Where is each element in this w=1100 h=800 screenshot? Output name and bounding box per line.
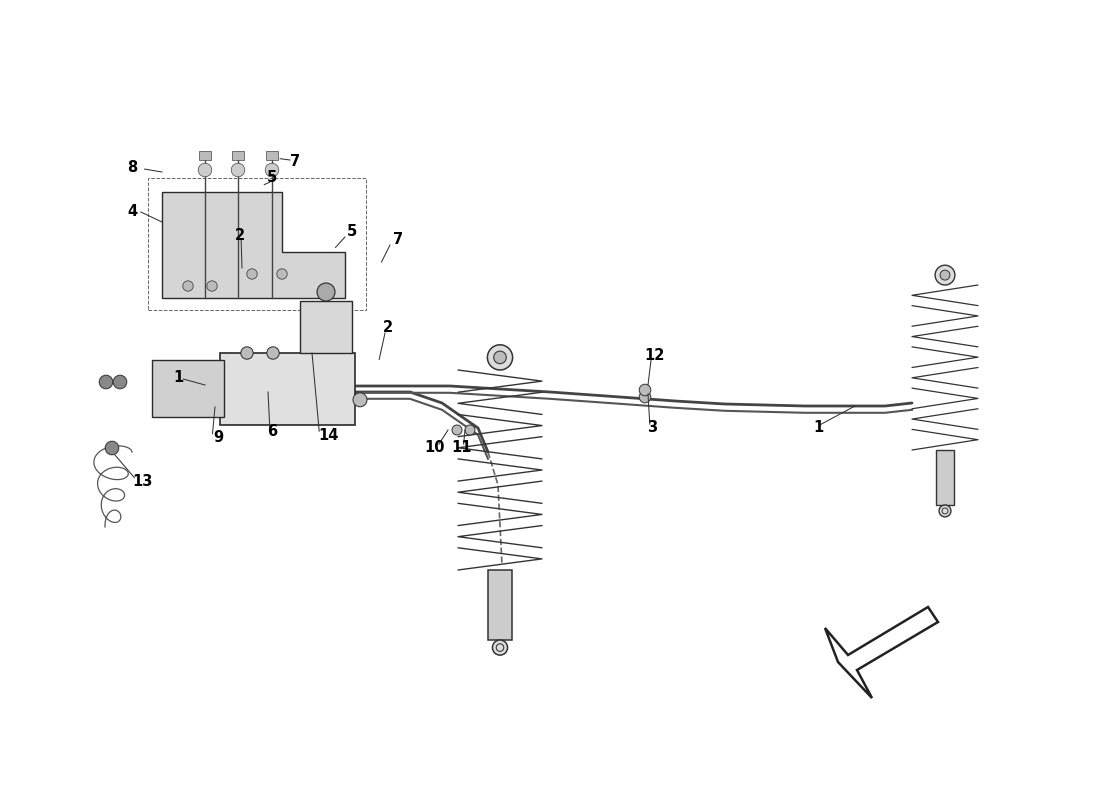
Circle shape xyxy=(113,375,127,389)
Text: 3: 3 xyxy=(647,421,657,435)
Circle shape xyxy=(241,347,253,359)
Text: 12: 12 xyxy=(645,347,665,362)
Circle shape xyxy=(494,351,506,364)
Text: 5: 5 xyxy=(267,170,277,186)
Circle shape xyxy=(940,270,950,280)
Circle shape xyxy=(198,163,212,177)
Circle shape xyxy=(277,269,287,279)
Bar xyxy=(266,151,278,160)
Circle shape xyxy=(265,163,278,177)
Circle shape xyxy=(183,281,194,291)
Bar xyxy=(148,178,366,310)
Bar xyxy=(232,151,244,160)
Circle shape xyxy=(99,375,113,389)
Bar xyxy=(488,570,512,640)
Circle shape xyxy=(207,281,217,291)
Text: 5: 5 xyxy=(346,225,358,239)
Bar xyxy=(936,450,954,505)
Circle shape xyxy=(493,640,507,655)
Text: 13: 13 xyxy=(132,474,152,490)
Circle shape xyxy=(939,505,950,517)
Circle shape xyxy=(231,163,245,177)
Bar xyxy=(220,353,355,425)
Text: 7: 7 xyxy=(290,154,300,170)
Bar xyxy=(199,151,211,160)
Circle shape xyxy=(639,391,651,403)
Circle shape xyxy=(465,425,475,435)
Text: 1: 1 xyxy=(813,421,823,435)
Circle shape xyxy=(353,393,367,406)
Text: 2: 2 xyxy=(383,321,393,335)
Text: 8: 8 xyxy=(126,161,138,175)
Circle shape xyxy=(106,442,119,454)
Circle shape xyxy=(317,283,336,301)
Text: 11: 11 xyxy=(452,441,472,455)
Polygon shape xyxy=(162,192,345,298)
Text: 2: 2 xyxy=(235,227,245,242)
Text: 6: 6 xyxy=(267,425,277,439)
Text: 1: 1 xyxy=(173,370,183,386)
Circle shape xyxy=(246,269,257,279)
Circle shape xyxy=(452,425,462,435)
Circle shape xyxy=(935,265,955,285)
Circle shape xyxy=(487,345,513,370)
Bar xyxy=(152,360,224,417)
Bar xyxy=(300,301,352,353)
Circle shape xyxy=(639,384,651,396)
Text: 4: 4 xyxy=(126,205,138,219)
Text: 14: 14 xyxy=(318,427,338,442)
Text: 9: 9 xyxy=(213,430,223,446)
Text: 10: 10 xyxy=(425,441,446,455)
Circle shape xyxy=(267,347,279,359)
Text: 7: 7 xyxy=(393,233,403,247)
